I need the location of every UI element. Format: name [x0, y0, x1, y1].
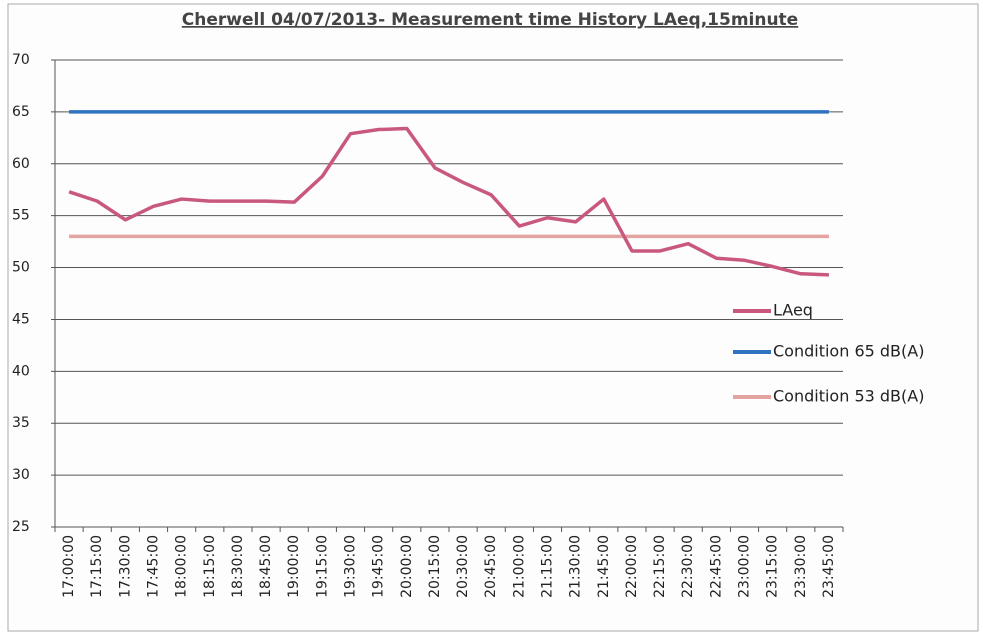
x-tick-label: 17:30:00 — [117, 535, 133, 598]
x-tick-label: 18:45:00 — [258, 535, 274, 598]
y-tick-label: 50 — [12, 260, 30, 276]
x-tick-label: 17:15:00 — [89, 535, 105, 598]
legend-label: Condition 53 dB(A) — [773, 387, 924, 406]
y-tick-label: 70 — [12, 52, 30, 68]
x-tick-label: 22:45:00 — [708, 535, 724, 598]
legend-label: Condition 65 dB(A) — [773, 342, 924, 361]
x-tick-label: 20:30:00 — [455, 535, 471, 598]
x-tick-label: 18:00:00 — [174, 535, 190, 598]
x-tick-label: 21:00:00 — [511, 535, 527, 598]
x-tick-label: 23:15:00 — [765, 535, 781, 598]
chart-title: Cherwell 04/07/2013- Measurement time Hi… — [182, 10, 798, 30]
x-tick-label: 17:45:00 — [146, 535, 162, 598]
x-tick-label: 18:15:00 — [202, 535, 218, 598]
x-tick-label: 22:30:00 — [680, 535, 696, 598]
y-tick-label: 30 — [12, 467, 30, 483]
x-tick-label: 19:45:00 — [371, 535, 387, 598]
x-tick-label: 23:30:00 — [793, 535, 809, 598]
x-tick-label: 21:45:00 — [596, 535, 612, 598]
x-tick-label: 20:15:00 — [427, 535, 443, 598]
x-tick-label: 21:30:00 — [568, 535, 584, 598]
y-tick-label: 35 — [12, 415, 30, 431]
y-tick-label: 45 — [12, 311, 30, 327]
x-tick-label: 19:30:00 — [343, 535, 359, 598]
y-tick-label: 25 — [12, 519, 30, 535]
x-tick-label: 20:00:00 — [399, 535, 415, 598]
x-tick-label: 23:00:00 — [737, 535, 753, 598]
y-tick-label: 65 — [12, 104, 30, 120]
x-tick-label: 19:15:00 — [314, 535, 330, 598]
x-tick-label: 20:45:00 — [483, 535, 499, 598]
x-tick-label: 22:15:00 — [652, 535, 668, 598]
legend-label: LAeq — [773, 301, 813, 320]
series-line — [68, 126, 829, 277]
y-tick-label: 60 — [12, 156, 30, 172]
x-tick-label: 21:15:00 — [540, 535, 556, 598]
x-tick-label: 18:30:00 — [230, 535, 246, 598]
y-tick-label: 40 — [12, 363, 30, 379]
x-tick-label: 23:45:00 — [821, 535, 837, 598]
x-tick-label: 22:00:00 — [624, 535, 640, 598]
x-tick-label: 17:00:00 — [61, 535, 77, 598]
y-tick-label: 55 — [12, 208, 30, 224]
x-tick-label: 19:00:00 — [286, 535, 302, 598]
